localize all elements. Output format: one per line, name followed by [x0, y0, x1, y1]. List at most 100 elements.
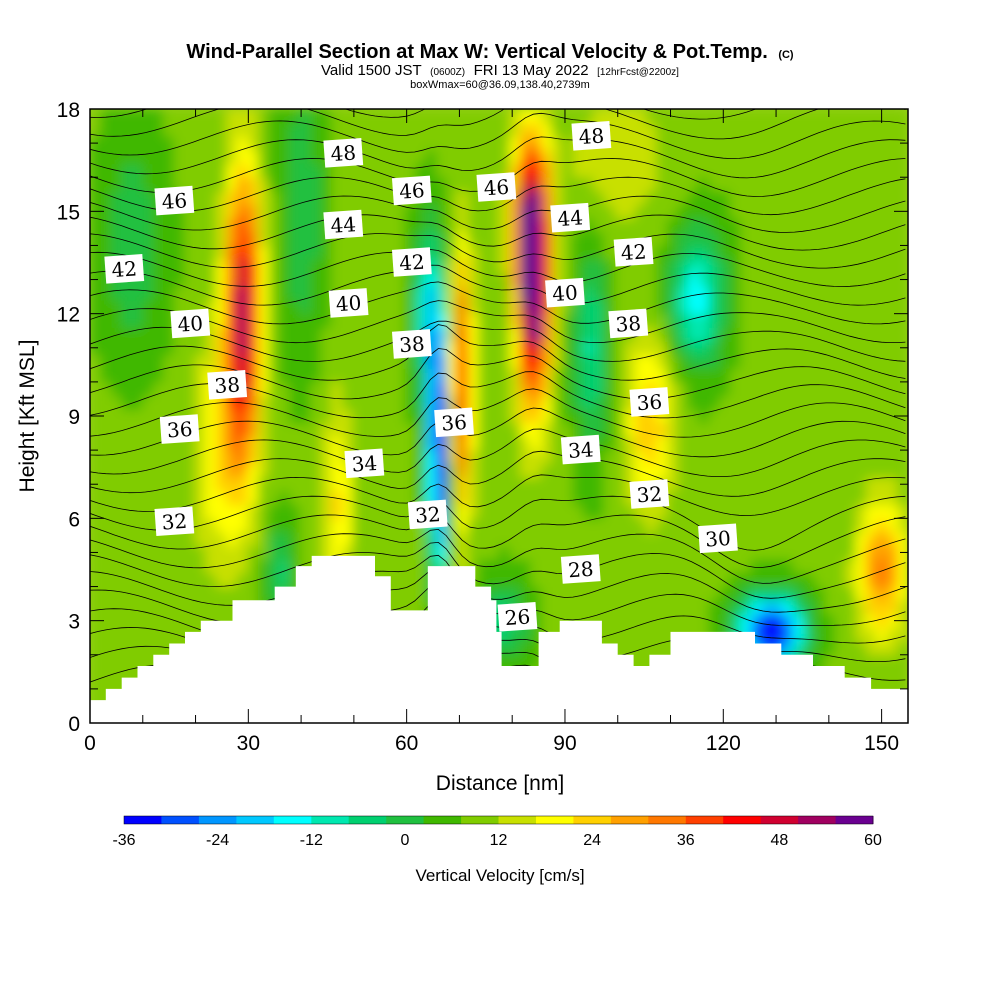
velocity-cell — [803, 231, 815, 246]
velocity-cell — [771, 231, 783, 246]
velocity-cell — [866, 177, 878, 192]
velocity-cell — [184, 231, 196, 246]
velocity-cell — [310, 504, 322, 519]
velocity-cell — [142, 641, 154, 656]
velocity-cell — [310, 245, 322, 260]
velocity-cell — [834, 559, 846, 574]
velocity-cell — [111, 504, 123, 519]
velocity-cell — [624, 163, 636, 178]
velocity-cell — [90, 572, 102, 588]
velocity-cell — [425, 231, 437, 246]
velocity-cell — [603, 600, 615, 615]
velocity-cell — [383, 409, 395, 424]
isentrope-line — [90, 249, 906, 288]
velocity-cell — [278, 272, 290, 287]
velocity-cell — [687, 354, 699, 369]
velocity-cell — [467, 368, 479, 383]
velocity-cell — [897, 381, 908, 397]
velocity-cell — [624, 368, 636, 383]
velocity-cell — [111, 245, 123, 260]
velocity-cell — [215, 177, 227, 192]
velocity-cell — [593, 463, 605, 478]
velocity-cell — [761, 190, 773, 206]
velocity-cell — [499, 586, 511, 601]
velocity-cell — [520, 341, 532, 356]
velocity-cell — [897, 245, 908, 260]
colorbar-swatch — [386, 816, 425, 824]
velocity-cell — [499, 450, 511, 465]
velocity-cell — [373, 272, 385, 287]
velocity-cell — [111, 341, 123, 356]
contour-label: 42 — [613, 237, 654, 267]
velocity-cell — [603, 477, 615, 492]
velocity-cell — [425, 395, 437, 410]
velocity-cell — [236, 204, 248, 219]
velocity-cell — [509, 641, 521, 656]
velocity-cell — [603, 231, 615, 246]
velocity-cell — [561, 545, 573, 560]
velocity-cell — [194, 300, 206, 315]
velocity-cell — [624, 613, 636, 628]
contour-label-text: 46 — [483, 175, 510, 201]
velocity-cell — [750, 300, 762, 315]
velocity-cell — [708, 286, 720, 301]
contour-label: 26 — [497, 602, 538, 632]
velocity-cell — [656, 122, 668, 137]
velocity-cell — [310, 477, 322, 492]
velocity-cell — [656, 586, 668, 601]
velocity-cell — [698, 586, 710, 601]
velocity-cell — [383, 272, 395, 287]
velocity-cell — [488, 395, 500, 410]
velocity-cell — [635, 559, 647, 574]
velocity-cell — [761, 218, 773, 233]
velocity-cell — [268, 422, 280, 437]
velocity-cell — [194, 122, 206, 137]
velocity-cell — [845, 300, 857, 315]
velocity-cell — [247, 572, 259, 588]
velocity-cell — [373, 354, 385, 369]
velocity-cell — [90, 491, 102, 506]
velocity-cell — [488, 409, 500, 424]
velocity-cell — [666, 463, 678, 478]
velocity-cell — [624, 259, 636, 274]
velocity-cell — [415, 122, 427, 137]
velocity-cell — [111, 572, 123, 588]
velocity-cell — [194, 491, 206, 506]
velocity-cell — [247, 409, 259, 424]
velocity-cell — [205, 518, 217, 533]
velocity-cell — [750, 204, 762, 219]
velocity-cell — [792, 163, 804, 178]
velocity-cell — [530, 654, 542, 669]
velocity-cell — [750, 572, 762, 588]
velocity-cell — [803, 627, 815, 642]
velocity-cell — [520, 572, 532, 588]
velocity-cell — [341, 122, 353, 137]
velocity-cell — [656, 545, 668, 560]
velocity-cell — [499, 204, 511, 219]
velocity-cell — [394, 122, 406, 137]
terrain — [90, 555, 908, 723]
velocity-cell — [740, 109, 752, 124]
velocity-cell — [876, 450, 888, 465]
velocity-cell — [394, 532, 406, 547]
velocity-cell — [813, 245, 825, 260]
velocity-cell — [289, 286, 301, 301]
velocity-cell — [813, 368, 825, 383]
velocity-cell — [624, 545, 636, 560]
velocity-cell — [425, 422, 437, 437]
velocity-cell — [614, 300, 626, 315]
velocity-cell — [362, 409, 374, 424]
velocity-cell — [352, 381, 364, 397]
velocity-cell — [509, 149, 521, 165]
velocity-cell — [666, 436, 678, 451]
velocity-cell — [834, 368, 846, 383]
velocity-cell — [90, 436, 102, 451]
velocity-cell — [121, 327, 133, 342]
velocity-cell — [708, 190, 720, 206]
velocity-cell — [677, 559, 689, 574]
velocity-cell — [771, 190, 783, 206]
velocity-cell — [404, 600, 416, 615]
velocity-cell — [845, 545, 857, 560]
velocity-cell — [761, 177, 773, 192]
contour-label-box — [629, 387, 670, 417]
